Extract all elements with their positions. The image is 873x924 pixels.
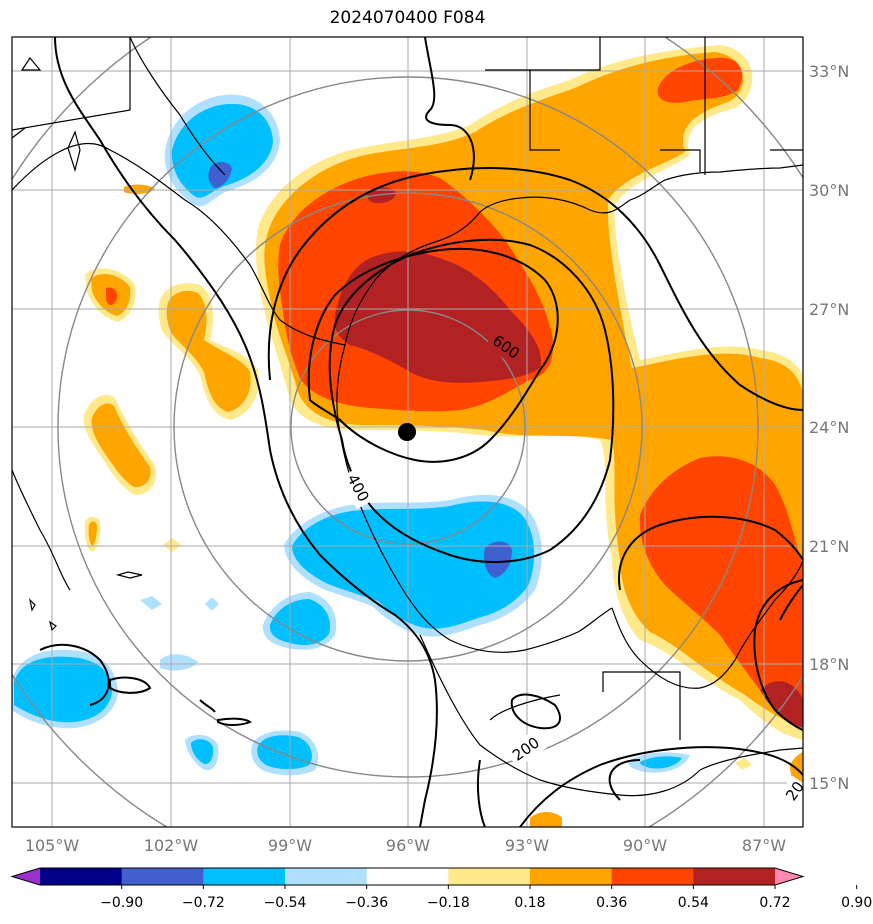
- colorbar-segment: [448, 868, 531, 885]
- lat-label: 15°N: [809, 774, 849, 793]
- lat-label: 27°N: [809, 300, 849, 319]
- colorbar-segment: [40, 868, 123, 885]
- colorbar-tick-label: 0.54: [678, 895, 709, 911]
- graticule: [12, 37, 803, 827]
- lat-label: 24°N: [809, 418, 849, 437]
- lon-label: 87°W: [742, 836, 786, 855]
- shade-orange-south: [530, 812, 562, 827]
- lat-label: 21°N: [809, 537, 849, 556]
- map-area: 600 400 200 20: [12, 37, 808, 827]
- shade-blue-sw2: [14, 656, 112, 723]
- colorbar-segment: [366, 868, 449, 885]
- latitude-labels: 33°N 30°N 27°N 24°N 21°N 18°N 15°N: [809, 62, 849, 793]
- shade-darkred-north-small: [367, 187, 396, 204]
- colorbar-segment: [530, 868, 613, 885]
- shade-red-west3: [106, 287, 118, 306]
- shade-blue-sw4: [191, 739, 214, 765]
- colorbar-tick-label: −0.54: [264, 895, 307, 911]
- colorbar-tick-label: −0.72: [182, 895, 225, 911]
- longitude-labels: 105°W 102°W 99°W 96°W 93°W 90°W 87°W: [25, 836, 786, 855]
- colorbar-extend-high: [775, 868, 803, 885]
- negative-anomaly-shading: [12, 94, 690, 776]
- shade-lightblue-sw6: [205, 597, 219, 611]
- shade-darkred-north: [334, 251, 541, 383]
- shade-darkblue-south: [484, 541, 512, 578]
- colorbar-segment: [285, 868, 368, 885]
- lon-label: 99°W: [268, 836, 312, 855]
- colorbar-segment: [693, 868, 776, 885]
- shade-blue-sw3: [257, 735, 312, 770]
- colorbar-tick-label: 0.18: [514, 895, 545, 911]
- positive-anomaly-shading: [83, 45, 803, 827]
- storm-center-marker: [398, 423, 416, 441]
- shade-lightblue-sw7: [160, 654, 198, 671]
- contour-label-20: 20: [782, 778, 808, 804]
- shade-darkblue-nw: [208, 162, 232, 188]
- lat-label: 30°N: [809, 181, 849, 200]
- lon-label: 105°W: [25, 836, 80, 855]
- shade-blue-sw1: [269, 599, 331, 646]
- colorbar-tick-label: 0.72: [759, 895, 790, 911]
- colorbar: −0.90 −0.72 −0.54 −0.36 −0.18 0.18 0.36 0.54 0.7…: [10, 867, 872, 911]
- lat-label: 33°N: [809, 62, 849, 81]
- shade-blue-south: [292, 501, 535, 629]
- shade-blue-se: [640, 756, 682, 769]
- lon-label: 96°W: [386, 836, 430, 855]
- shade-red-northeast: [657, 57, 743, 103]
- coastlines-and-borders: [12, 37, 803, 797]
- lat-label: 18°N: [809, 655, 849, 674]
- colorbar-tick-label: −0.36: [345, 895, 388, 911]
- shade-yellow-dot: [163, 538, 181, 552]
- shade-orange-west2: [91, 403, 151, 488]
- shade-orange-west5: [88, 521, 97, 546]
- map-title: 2024070400 F084: [329, 8, 486, 28]
- shade-red-east: [639, 456, 803, 725]
- shade-orange-west1: [166, 290, 251, 412]
- lon-label: 102°W: [144, 836, 199, 855]
- lon-label: 93°W: [505, 836, 549, 855]
- shade-blue-nw: [171, 103, 273, 198]
- colorbar-tick-label: 0.36: [596, 895, 627, 911]
- colorbar-tick-label: 0.90: [841, 895, 872, 911]
- colorbar-tick-label: −0.90: [100, 895, 143, 911]
- colorbar-segment: [121, 868, 204, 885]
- shade-orange-west4: [124, 184, 155, 194]
- lon-label: 90°W: [623, 836, 667, 855]
- map-frame: [11, 36, 804, 828]
- shade-lightblue-sw5: [140, 596, 162, 610]
- shade-yellow-se: [735, 758, 752, 770]
- height-contours: [39, 37, 803, 827]
- colorbar-outline: [10, 867, 805, 886]
- colorbar-extend-low: [12, 868, 40, 885]
- colorbar-segment: [611, 868, 694, 885]
- range-rings: [12, 37, 803, 827]
- colorbar-segment: [203, 868, 286, 885]
- colorbar-tick-label: −0.18: [427, 895, 470, 911]
